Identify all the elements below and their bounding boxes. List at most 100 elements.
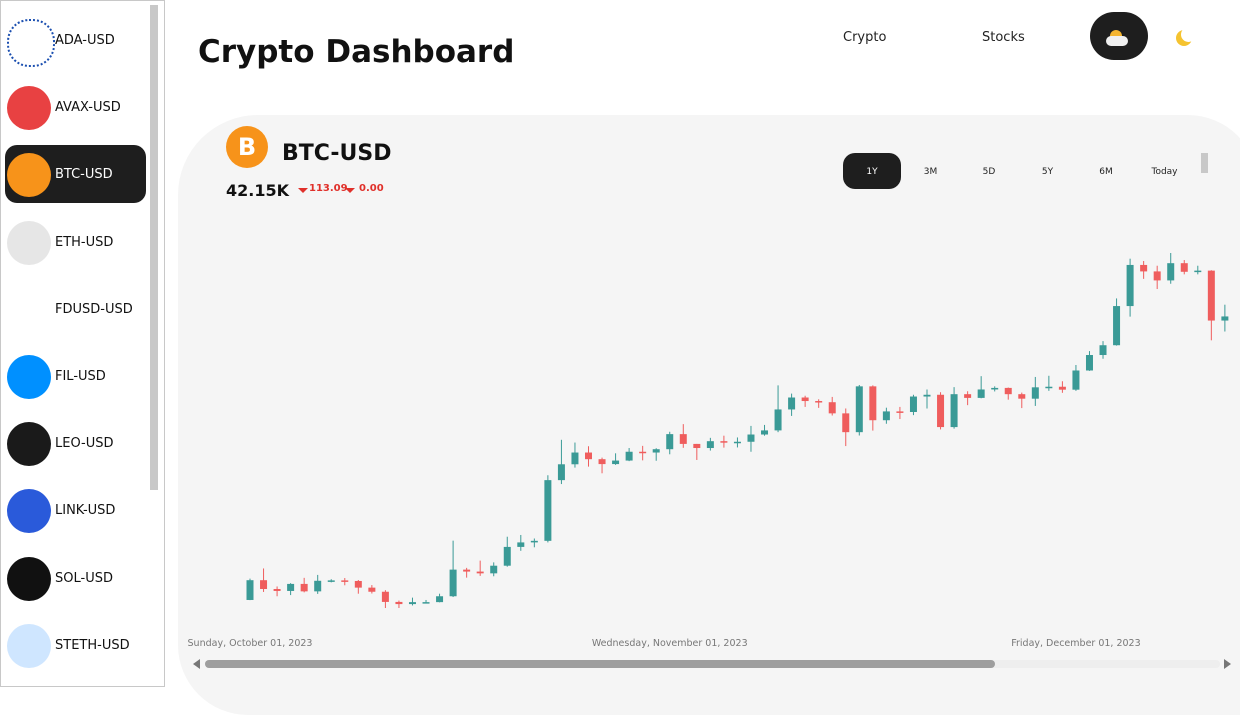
scroll-right[interactable] — [1224, 659, 1231, 669]
coin-link[interactable]: FIL-USD — [55, 369, 106, 384]
sidebar-scrollbar[interactable] — [150, 5, 158, 490]
candle-body — [964, 394, 972, 398]
nav-link[interactable]: Stocks — [982, 30, 1025, 45]
candle-body — [585, 452, 592, 460]
coin-icon — [7, 623, 51, 668]
coin-icon — [7, 287, 51, 332]
x-tick-label: Wednesday, November 01, 2023 — [592, 638, 748, 649]
candle-body — [463, 569, 471, 572]
moon-icon[interactable] — [1176, 27, 1196, 46]
candle-body — [733, 441, 741, 444]
candle-body — [571, 452, 579, 465]
candle-body — [1153, 271, 1161, 281]
range-button[interactable]: 3M — [923, 167, 938, 177]
candle-body — [1045, 386, 1053, 389]
candle-body — [1058, 386, 1066, 390]
range-button[interactable]: 5Y — [1041, 167, 1054, 177]
candle-body — [896, 411, 904, 413]
candle-body — [747, 434, 755, 442]
candle-body — [788, 397, 796, 410]
range-button[interactable]: 5D — [982, 167, 996, 177]
candle-body — [679, 434, 687, 444]
candle-body — [855, 386, 863, 433]
candle-body — [341, 580, 349, 582]
candle-body — [869, 386, 877, 421]
down-arrow — [345, 188, 355, 193]
range-button[interactable]: 1Y — [866, 167, 878, 177]
coin-icon — [7, 19, 55, 67]
candle-body — [1167, 263, 1175, 281]
candle-body — [422, 602, 430, 604]
coin-icon — [7, 86, 51, 131]
candle-body — [625, 451, 633, 461]
candle-body — [612, 460, 620, 465]
candle-body — [381, 591, 389, 602]
scrollbar — [1201, 153, 1208, 173]
page-title: Crypto Dashboard — [198, 34, 515, 70]
coin-link[interactable]: LEO-USD — [55, 436, 114, 452]
coin-link[interactable]: AVAX-USD — [55, 100, 121, 116]
candle-body — [1140, 264, 1148, 272]
coin-icon — [7, 422, 51, 467]
candle-body — [354, 580, 362, 588]
candle-body — [774, 409, 782, 431]
candle-body — [693, 443, 701, 449]
candle-body — [937, 394, 945, 428]
cloud-icon — [1106, 36, 1128, 46]
candle-body — [720, 441, 728, 443]
h-scroll-thumb[interactable] — [205, 660, 995, 668]
x-tick-label: Friday, December 01, 2023 — [1011, 638, 1140, 649]
range-button[interactable]: Today — [1151, 167, 1178, 177]
candle-body — [1207, 270, 1215, 321]
range-selected — [843, 153, 901, 189]
moon-mask — [1181, 27, 1196, 42]
down-arrow — [298, 188, 308, 193]
coin-link[interactable]: ETH-USD — [55, 234, 114, 250]
candle-body — [260, 580, 268, 590]
candle-body — [476, 571, 484, 574]
coin-link[interactable]: BTC-USD — [55, 167, 113, 183]
coin-link[interactable]: SOL-USD — [55, 570, 113, 586]
range-button[interactable]: 6M — [1099, 167, 1113, 177]
coin-icon — [7, 489, 51, 534]
candle-body — [639, 451, 647, 454]
candle-body — [1072, 370, 1080, 390]
candle-body — [408, 602, 416, 605]
x-tick-label: Sunday, October 01, 2023 — [188, 638, 313, 649]
chart: Sunday, October 01, 2023 Wednesday, Novem… — [188, 253, 1231, 669]
candle-body — [842, 413, 850, 433]
coin-link[interactable]: LINK-USD — [55, 503, 116, 519]
symbol: BTC-USD — [282, 141, 392, 166]
price-change: 113.09 — [309, 183, 348, 194]
btc-icon: B — [226, 126, 268, 168]
nav-link[interactable]: Crypto — [843, 30, 887, 45]
scroll-left[interactable] — [193, 659, 200, 669]
candle-body — [530, 540, 538, 543]
candle-body — [490, 565, 498, 574]
candle-body — [314, 580, 322, 592]
candle-body — [246, 580, 254, 600]
candle-body — [909, 396, 917, 412]
coin-link[interactable]: FDUSD-USD — [55, 301, 133, 317]
coin-link[interactable]: STETH-USD — [55, 637, 130, 653]
candle-body — [991, 387, 999, 390]
price: 42.15K — [226, 181, 290, 200]
candle-body — [327, 580, 335, 582]
candle-body — [598, 459, 606, 465]
candle-body — [801, 397, 809, 402]
candle-body — [1018, 394, 1026, 399]
candle-body — [761, 430, 769, 435]
candle-body — [1180, 263, 1188, 272]
theme-button[interactable] — [1090, 12, 1148, 60]
candle-body — [368, 587, 376, 592]
candle-body — [950, 394, 958, 428]
candle-body — [1004, 387, 1012, 395]
sidebar: ADA-USD AVAX-USD BTC-USD ETH-USD FDUSD-USD FI… — [0, 0, 165, 687]
candle-body — [828, 402, 836, 414]
candle-body — [557, 464, 565, 481]
candle-body — [815, 401, 823, 403]
candle-body — [436, 596, 444, 603]
coin-link[interactable]: ADA-USD — [55, 33, 115, 48]
page: ADA-USD AVAX-USD BTC-USD ETH-USD FDUSD-USD FI… — [0, 0, 1231, 687]
coin-icon — [7, 220, 51, 265]
